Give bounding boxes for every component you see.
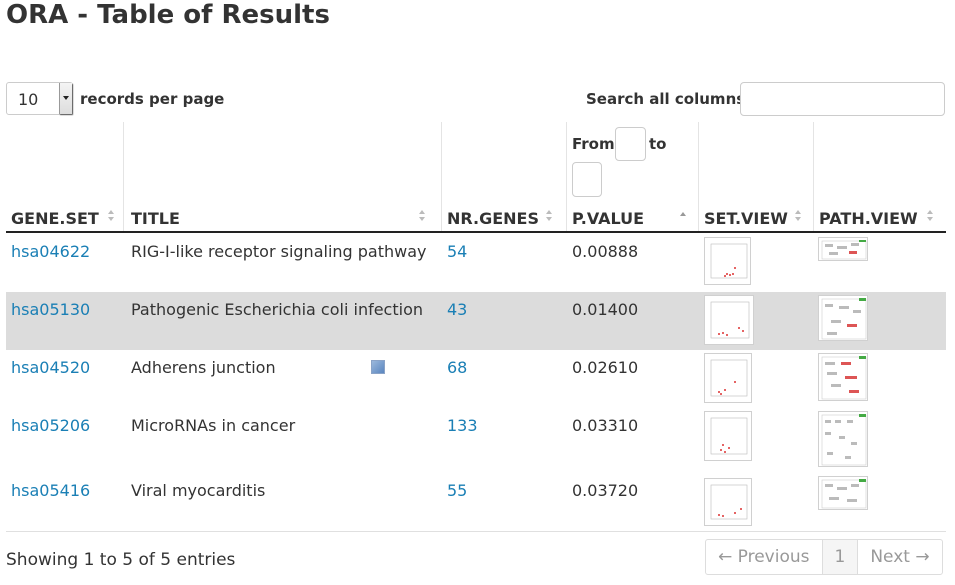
- table-row: hsa04520 Adherens junction 68 0.02610: [6, 350, 946, 408]
- column-header-path-view[interactable]: PATH.VIEW: [819, 209, 918, 228]
- p-value-cell: 0.01400: [572, 300, 639, 319]
- column-divider: [441, 122, 442, 232]
- nr-genes-link[interactable]: 68: [447, 358, 468, 377]
- previous-page-button[interactable]: ← Previous: [706, 540, 823, 574]
- sort-icon: [108, 210, 114, 224]
- pagination: ← Previous 1 Next →: [705, 539, 943, 575]
- column-divider: [813, 122, 814, 232]
- nr-genes-link[interactable]: 43: [447, 300, 468, 319]
- sort-ascending-icon: [680, 210, 686, 224]
- header-divider: [6, 231, 946, 233]
- column-header-gene-set[interactable]: GENE.SET: [11, 209, 99, 228]
- title-cell: RIG-I-like receptor signaling pathway: [131, 242, 427, 261]
- select-arrow-button[interactable]: [59, 83, 72, 114]
- column-divider: [698, 122, 699, 232]
- next-page-button[interactable]: Next →: [870, 547, 930, 567]
- gene-set-link[interactable]: hsa05130: [11, 300, 91, 319]
- pvalue-filter-from-input[interactable]: [615, 127, 646, 161]
- title-cell: Viral myocarditis: [131, 481, 266, 500]
- page-title: ORA - Table of Results: [6, 0, 330, 30]
- title-cell: MicroRNAs in cancer: [131, 416, 296, 435]
- set-view-thumbnail[interactable]: [704, 237, 751, 285]
- set-view-thumbnail[interactable]: [704, 295, 754, 345]
- path-view-thumbnail[interactable]: [818, 237, 868, 261]
- table-row: hsa04622 RIG-I-like receptor signaling p…: [6, 234, 946, 292]
- path-view-thumbnail[interactable]: [818, 476, 868, 510]
- entries-info: Showing 1 to 5 of 5 entries: [6, 550, 236, 570]
- column-divider: [123, 122, 124, 232]
- chevron-down-icon: [63, 96, 69, 100]
- path-view-thumbnail[interactable]: [818, 353, 868, 401]
- table-bottom-divider: [6, 531, 946, 532]
- gene-set-link[interactable]: hsa04520: [11, 358, 91, 377]
- records-per-page-label: records per page: [80, 90, 225, 108]
- sort-icon: [419, 210, 425, 224]
- title-cell: Pathogenic Escherichia coli infection: [131, 300, 423, 319]
- column-header-set-view[interactable]: SET.VIEW: [704, 209, 788, 228]
- page-1-button[interactable]: 1: [822, 540, 859, 574]
- sort-icon: [927, 210, 933, 224]
- search-input[interactable]: [740, 82, 945, 116]
- broken-image-icon: [371, 360, 385, 374]
- gene-set-link[interactable]: hsa05416: [11, 481, 91, 500]
- pvalue-filter-to-input[interactable]: [572, 162, 602, 197]
- p-value-cell: 0.00888: [572, 242, 639, 261]
- records-per-page-select[interactable]: 10: [6, 82, 73, 115]
- column-header-title[interactable]: TITLE: [131, 209, 180, 228]
- nr-genes-link[interactable]: 55: [447, 481, 468, 500]
- nr-genes-link[interactable]: 133: [447, 416, 478, 435]
- table-row: hsa05416 Viral myocarditis 55 0.03720: [6, 466, 946, 530]
- path-view-thumbnail[interactable]: [818, 411, 868, 467]
- search-label: Search all columns:: [586, 90, 752, 108]
- title-cell: Adherens junction: [131, 358, 276, 377]
- p-value-cell: 0.02610: [572, 358, 639, 377]
- sort-icon: [795, 210, 801, 224]
- path-view-thumbnail[interactable]: [818, 295, 868, 341]
- set-view-thumbnail[interactable]: [704, 353, 752, 403]
- records-per-page-value: 10: [18, 90, 39, 109]
- set-view-thumbnail[interactable]: [704, 478, 752, 526]
- column-header-nr-genes[interactable]: NR.GENES: [447, 209, 539, 228]
- gene-set-link[interactable]: hsa05206: [11, 416, 91, 435]
- column-header-p-value[interactable]: P.VALUE: [572, 209, 645, 228]
- pvalue-filter-from-label: From: [572, 135, 615, 153]
- column-divider: [566, 122, 567, 232]
- p-value-cell: 0.03720: [572, 481, 639, 500]
- sort-icon: [546, 210, 552, 224]
- p-value-cell: 0.03310: [572, 416, 639, 435]
- nr-genes-link[interactable]: 54: [447, 242, 468, 261]
- gene-set-link[interactable]: hsa04622: [11, 242, 91, 261]
- set-view-thumbnail[interactable]: [704, 411, 752, 461]
- table-row: hsa05130 Pathogenic Escherichia coli inf…: [6, 292, 946, 350]
- table-row: hsa05206 MicroRNAs in cancer 133 0.03310: [6, 408, 946, 467]
- pvalue-filter-to-label: to: [649, 135, 667, 153]
